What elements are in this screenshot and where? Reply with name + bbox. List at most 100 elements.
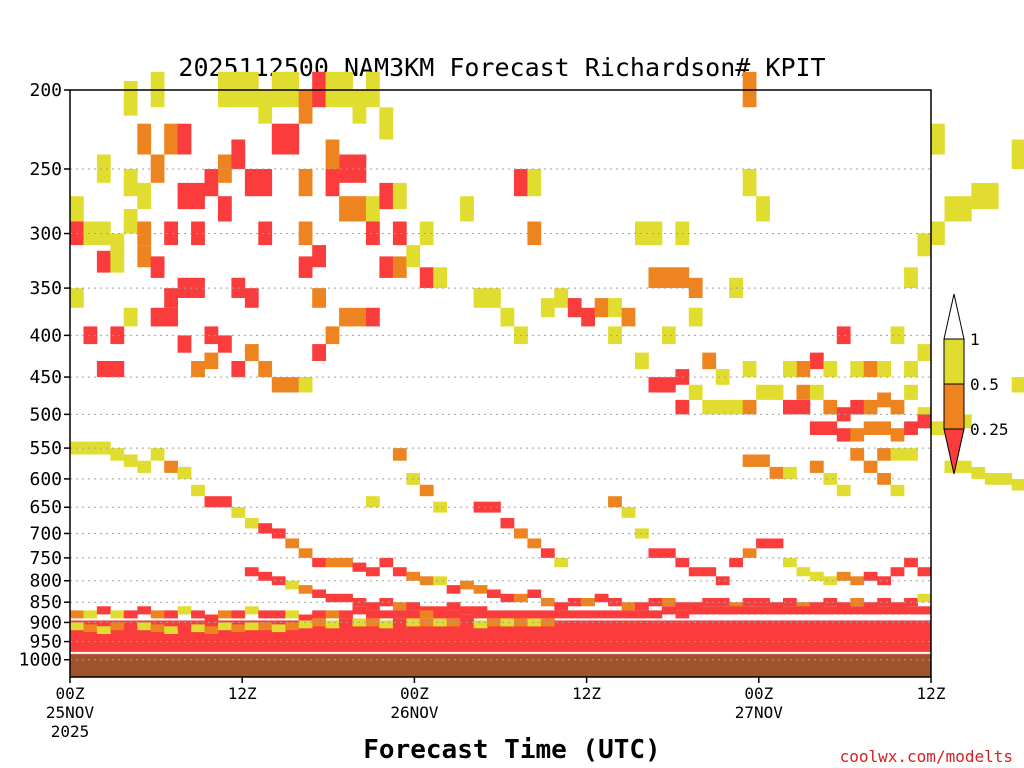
x-tick-label: 00Z	[400, 684, 429, 703]
ri-cell	[298, 256, 313, 278]
ri-cell	[944, 196, 959, 222]
ri-cell	[796, 384, 811, 400]
ri-cell	[514, 610, 528, 619]
y-tick-label: 700	[29, 523, 62, 544]
ri-cell	[433, 501, 447, 513]
ri-cell	[258, 221, 273, 246]
ri-cell	[863, 460, 878, 473]
ri-cell	[890, 484, 905, 497]
ri-cell	[917, 414, 932, 429]
ri-cell	[271, 610, 286, 619]
ri-cell	[608, 326, 622, 345]
ri-cell	[244, 169, 259, 197]
ri-cell	[379, 256, 394, 278]
ri-cell	[325, 620, 340, 629]
ri-cell	[419, 267, 434, 289]
ri-cell	[271, 377, 286, 393]
legend-swatch-orange	[943, 383, 965, 430]
ri-cell	[366, 618, 380, 627]
ri-cell	[473, 620, 488, 629]
y-tick-label: 900	[29, 612, 62, 633]
ri-cell	[271, 123, 286, 155]
ri-cell	[904, 384, 918, 400]
ri-cell	[635, 602, 649, 611]
ri-cell	[473, 288, 488, 308]
ri-cell	[366, 496, 380, 508]
ri-cell	[890, 567, 905, 577]
x-tick-label: 12Z	[228, 684, 257, 703]
ri-cell	[258, 169, 273, 197]
ri-cell	[83, 441, 98, 455]
ri-cell	[688, 384, 703, 400]
ri-cell	[809, 352, 824, 370]
ri-cell	[769, 606, 784, 615]
ri-cell	[433, 576, 447, 586]
ri-cell	[729, 557, 743, 568]
ri-cell	[285, 538, 300, 549]
ri-cell	[567, 610, 582, 619]
ri-cell	[742, 361, 757, 378]
ri-cell	[661, 267, 676, 289]
ri-cell	[594, 593, 609, 603]
ri-cell	[688, 606, 703, 615]
ri-cell	[164, 221, 178, 246]
y-tick-label: 800	[29, 571, 62, 592]
x-tick-label: 00Z	[56, 684, 85, 703]
ri-cell	[191, 361, 205, 378]
ri-cell	[917, 233, 932, 257]
ri-cell	[769, 384, 784, 400]
ri-cell	[621, 602, 636, 611]
ri-cell	[123, 81, 138, 116]
ri-cell	[661, 377, 676, 393]
y-tick-label: 650	[29, 497, 62, 518]
ri-cell	[244, 344, 259, 361]
ri-cell	[594, 610, 609, 619]
ri-cell	[460, 196, 474, 222]
ri-cell	[339, 196, 353, 222]
ri-cell	[244, 622, 259, 631]
ri-cell	[177, 622, 192, 631]
ri-cell	[150, 256, 165, 278]
ri-cell	[702, 598, 717, 607]
ri-cell	[487, 501, 501, 513]
ri-cell	[366, 567, 380, 577]
ri-cell	[877, 392, 891, 408]
ri-cell	[554, 557, 569, 568]
ri-cell	[392, 602, 407, 611]
ri-cell	[366, 307, 380, 327]
ri-cell	[137, 460, 152, 473]
ri-cell	[877, 448, 891, 461]
ri-cell	[177, 466, 192, 479]
ri-cell	[204, 614, 219, 623]
ri-cell	[675, 610, 690, 619]
ri-cell	[191, 182, 205, 210]
ri-cell	[890, 326, 905, 345]
ri-cell	[931, 421, 945, 435]
ri-cell	[419, 606, 434, 615]
ri-cell	[581, 598, 595, 607]
ri-cell	[635, 352, 649, 370]
ri-cell	[191, 484, 205, 497]
ri-cell	[742, 606, 757, 615]
ri-cell	[756, 384, 770, 400]
x-tick-label: 27NOV	[735, 703, 784, 722]
ri-cell	[608, 298, 622, 318]
ri-cell	[783, 361, 797, 378]
ri-cell	[675, 602, 690, 611]
ri-cell	[863, 421, 878, 435]
plot-area	[70, 71, 1024, 677]
ri-cell	[648, 598, 663, 607]
legend-label: 0.25	[970, 420, 1009, 439]
ri-cell	[917, 606, 932, 615]
ri-cell	[473, 501, 488, 513]
ri-cell	[83, 610, 98, 619]
ri-cell	[809, 421, 824, 435]
ri-cell	[648, 221, 663, 246]
ri-cell	[339, 593, 353, 603]
ri-cell	[742, 454, 757, 467]
legend-swatch-yellow	[943, 338, 965, 385]
ri-cell	[850, 399, 865, 415]
ground-fill	[70, 654, 931, 677]
ri-cell	[917, 593, 932, 603]
ri-cell	[204, 352, 219, 370]
